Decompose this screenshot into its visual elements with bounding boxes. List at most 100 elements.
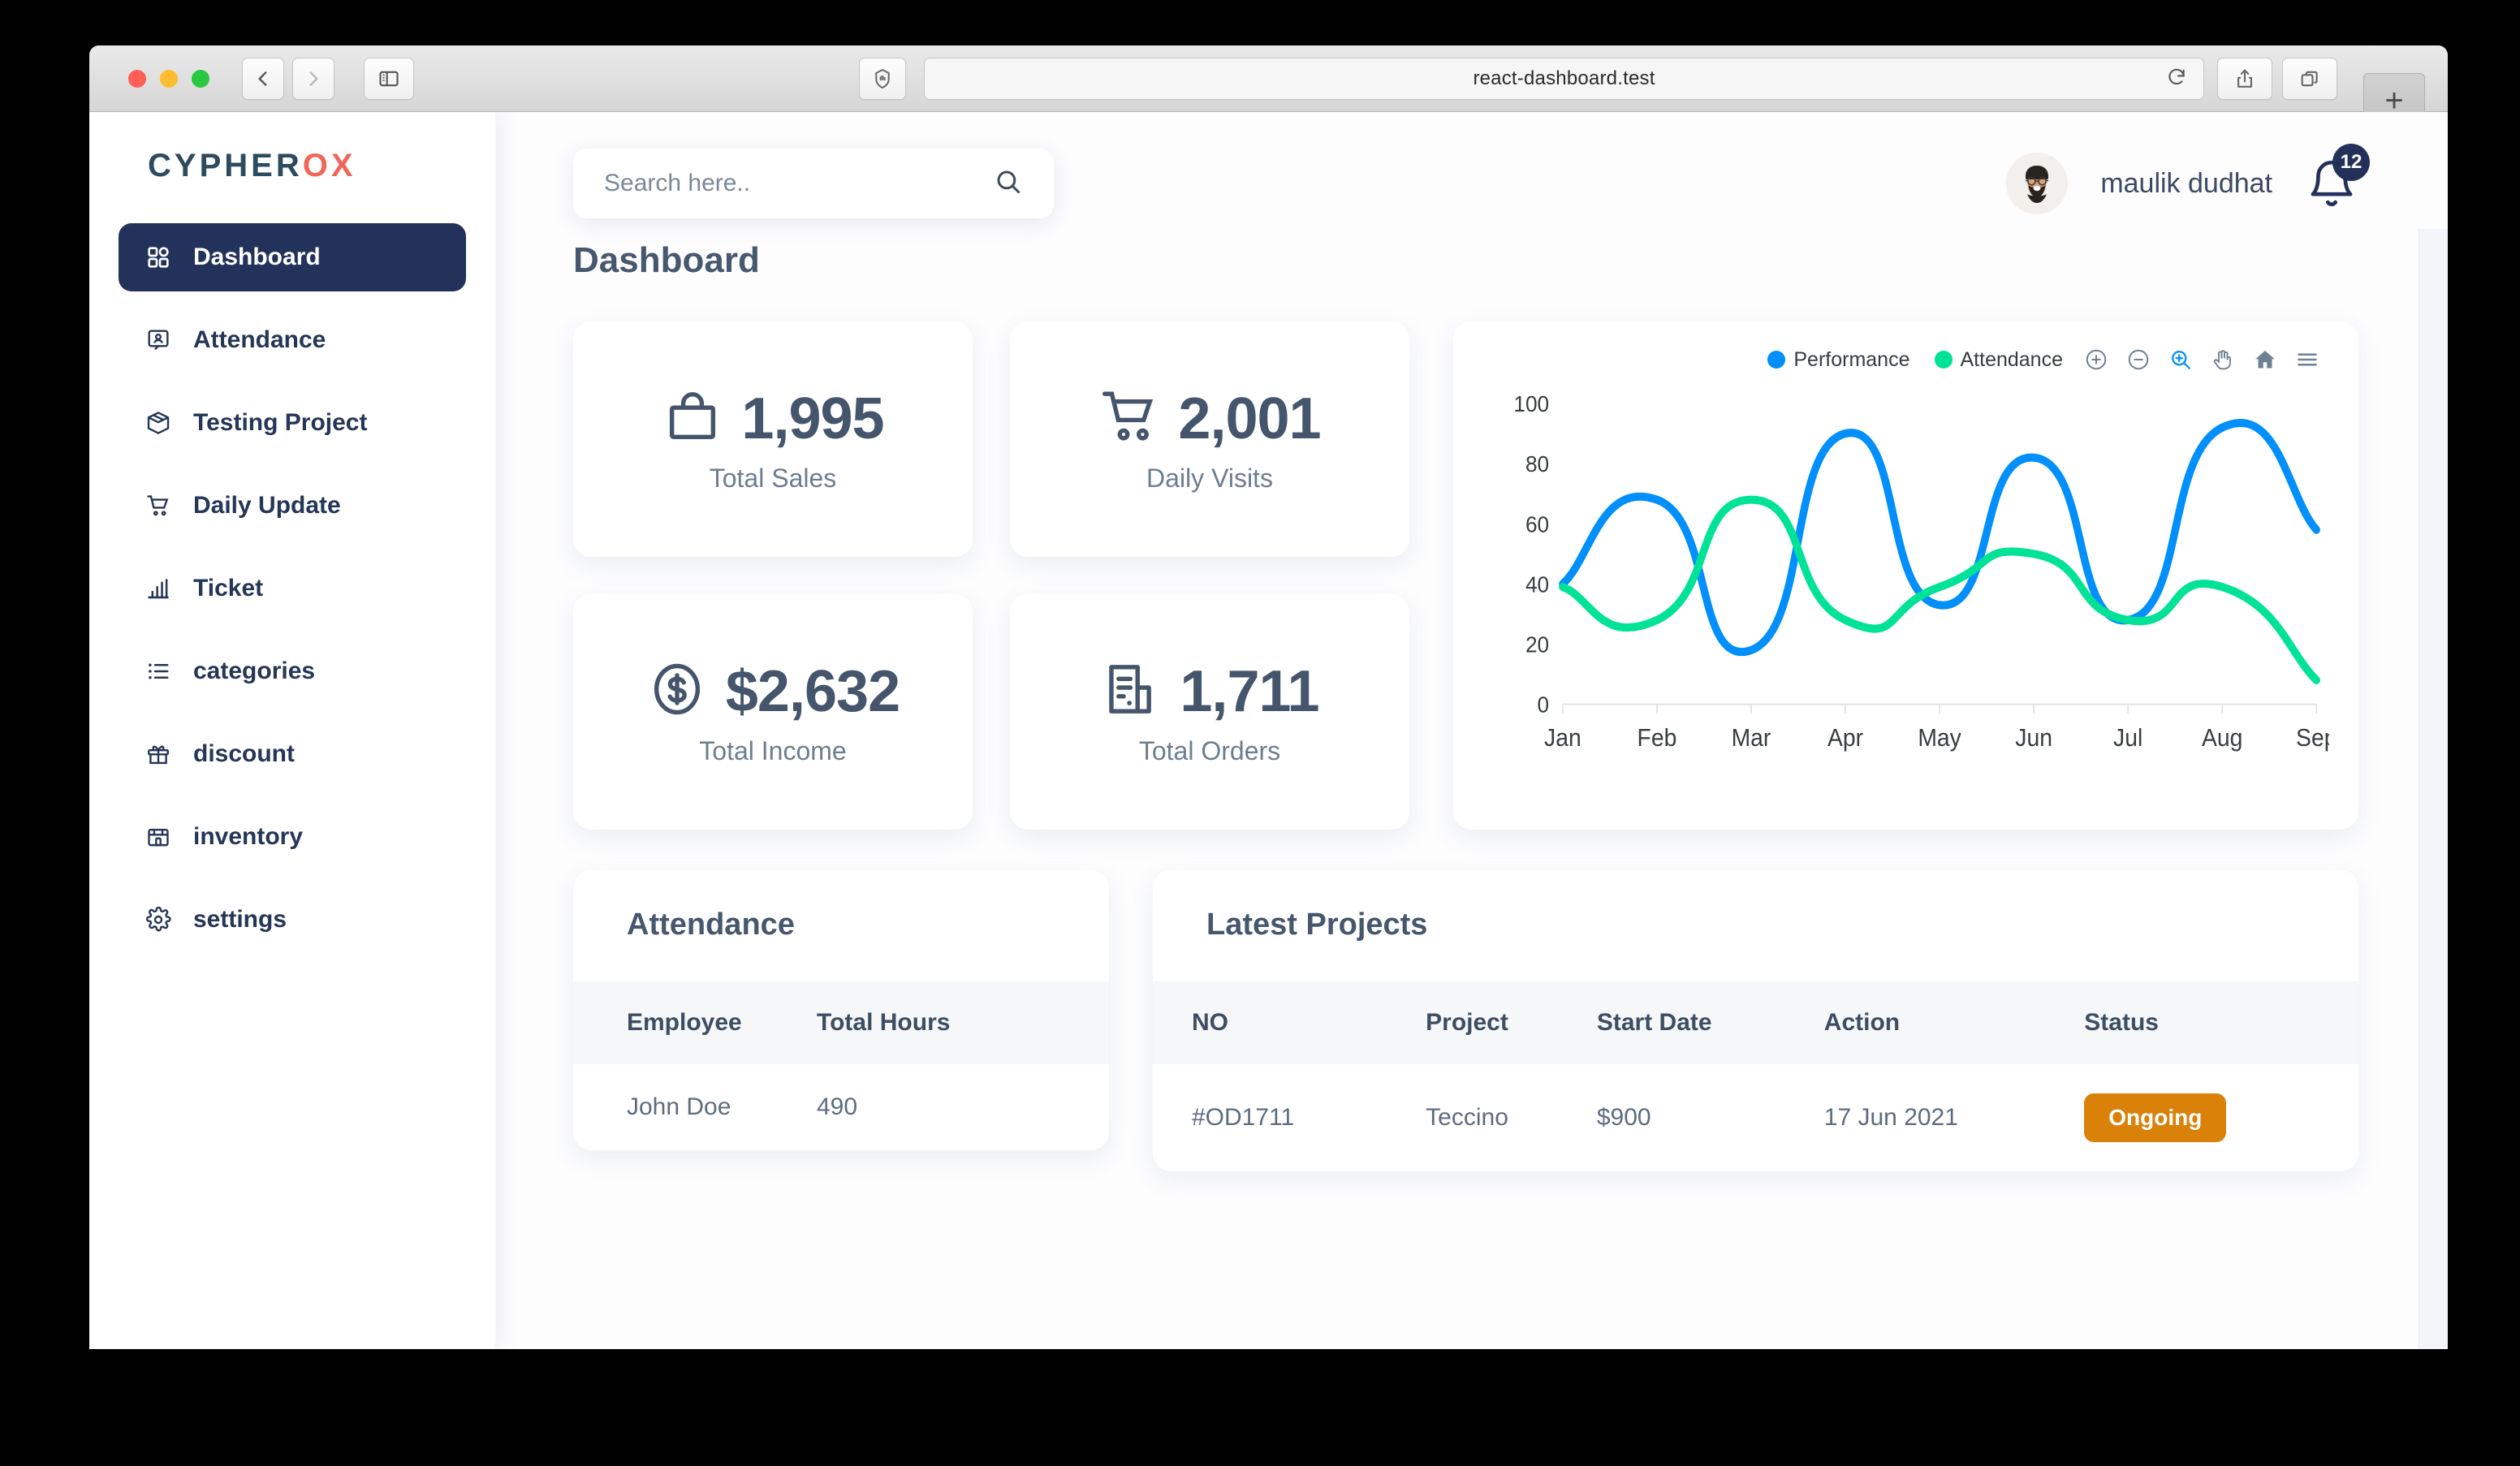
chevron-left-icon bbox=[258, 71, 267, 86]
x-axis-tick-label: Jul bbox=[2113, 725, 2142, 752]
cell-project: Teccino bbox=[1426, 1104, 1508, 1131]
table-header-row: Employee Total Hours bbox=[573, 981, 1109, 1064]
bar-chart-icon bbox=[145, 575, 172, 602]
url-input[interactable]: react-dashboard.test bbox=[924, 57, 2204, 100]
stat-value: $2,632 bbox=[725, 658, 900, 724]
main-content: maulik dudhat 12 Dashboard bbox=[495, 112, 2448, 1349]
stat-card-daily-visits[interactable]: 2,001 Daily Visits bbox=[1010, 321, 1409, 557]
table-header: NO Project Start Date Action Status bbox=[1153, 981, 2358, 1064]
bag-icon bbox=[662, 386, 723, 451]
browser-titlebar: react-dashboard.test + bbox=[89, 45, 2448, 127]
cell-employee: John Doe bbox=[627, 1093, 731, 1120]
column-header-project: Project bbox=[1426, 1009, 1508, 1036]
back-button[interactable] bbox=[242, 57, 284, 100]
sidebar-item-settings[interactable]: settings bbox=[119, 886, 466, 954]
dashboard-grid: 1,995 Total Sales 2,001 bbox=[495, 281, 2448, 830]
sidebar-toggle-button[interactable] bbox=[364, 57, 414, 100]
cell-no: #OD1711 bbox=[1192, 1104, 1295, 1131]
sidebar-icon bbox=[379, 71, 399, 86]
zoom-out-icon[interactable] bbox=[2125, 346, 2152, 373]
series-path-performance bbox=[1559, 418, 2320, 657]
chevron-right-icon bbox=[309, 71, 318, 86]
sidebar-item-dashboard[interactable]: Dashboard bbox=[119, 223, 466, 291]
sidebar-item-daily-update[interactable]: Daily Update bbox=[119, 472, 466, 540]
search-box[interactable] bbox=[573, 149, 1054, 218]
page-overflow-strip bbox=[2419, 229, 2448, 1349]
projects-table: NO Project Start Date Action Status #OD1… bbox=[1153, 981, 2358, 1171]
stat-card-total-income[interactable]: $2,632 Total Income bbox=[573, 594, 973, 830]
sidebar-item-testing-project[interactable]: Testing Project bbox=[119, 389, 466, 457]
table-row[interactable]: #OD1711 Teccino $900 17 Jun 2021 Ongoing bbox=[1153, 1064, 2358, 1171]
sidebar-item-label: categories bbox=[193, 658, 316, 684]
x-axis-tick-label: Jan bbox=[1544, 725, 1581, 752]
cell-status: Ongoing bbox=[2084, 1064, 2358, 1171]
stat-card-top: 2,001 bbox=[1098, 386, 1322, 452]
sidebar-item-label: inventory bbox=[193, 823, 304, 850]
maximize-window-button[interactable] bbox=[192, 69, 209, 88]
sidebar-item-label: Testing Project bbox=[193, 409, 368, 436]
close-window-button[interactable] bbox=[128, 69, 146, 88]
legend-color-swatch bbox=[1767, 351, 1786, 369]
grid-icon bbox=[145, 244, 172, 271]
menu-icon[interactable] bbox=[2293, 346, 2321, 373]
gear-icon bbox=[145, 906, 172, 933]
browser-window: react-dashboard.test + bbox=[89, 45, 2448, 1349]
stat-label: Daily Visits bbox=[1146, 463, 1273, 493]
legend-label: Attendance bbox=[1960, 347, 2064, 371]
x-axis-tick-label: Aug bbox=[2202, 725, 2242, 752]
sidebar-item-label: Ticket bbox=[193, 575, 264, 601]
minimize-window-button[interactable] bbox=[160, 69, 178, 88]
cart-icon bbox=[1098, 386, 1160, 451]
legend-item-attendance[interactable]: Attendance bbox=[1934, 347, 2064, 372]
column-header-action: Action bbox=[1823, 1009, 1901, 1036]
forward-button[interactable] bbox=[292, 57, 334, 100]
legend-item-performance[interactable]: Performance bbox=[1767, 348, 1910, 372]
sidebar-item-inventory[interactable]: inventory bbox=[119, 803, 466, 871]
sidebar-item-ticket[interactable]: Ticket bbox=[119, 554, 466, 623]
chart-toolbar: Performance Attendance bbox=[1478, 346, 2329, 373]
column-header-status: Status bbox=[2084, 1009, 2159, 1036]
line-chart-plot[interactable]: 0 20 40 60 80 100 Jan Feb Mar Apr May Jun Jul Aug Sep bbox=[1478, 380, 2329, 770]
avatar-image bbox=[2006, 153, 2069, 214]
stat-value: 1,711 bbox=[1180, 658, 1319, 724]
search-input[interactable] bbox=[604, 170, 994, 197]
status-badge[interactable]: Ongoing bbox=[2084, 1093, 2227, 1142]
chart-legend: Performance Attendance bbox=[1767, 348, 2063, 372]
table-body: #OD1711 Teccino $900 17 Jun 2021 Ongoing bbox=[1153, 1064, 2358, 1171]
column-header-no: NO bbox=[1192, 1009, 1228, 1036]
stat-card-total-orders[interactable]: 1,711 Total Orders bbox=[1010, 594, 1409, 830]
stat-card-top: $2,632 bbox=[646, 658, 900, 725]
avatar[interactable] bbox=[2006, 153, 2069, 214]
sidebar-item-categories[interactable]: categories bbox=[119, 637, 466, 705]
content-blocker-button[interactable] bbox=[859, 57, 906, 100]
x-axis-tick-label: Apr bbox=[1827, 725, 1863, 752]
app-topbar: maulik dudhat 12 bbox=[495, 112, 2448, 255]
list-icon bbox=[145, 658, 172, 685]
stat-card-total-sales[interactable]: 1,995 Total Sales bbox=[573, 321, 973, 557]
attendance-panel: Attendance Employee Total Hours John Doe bbox=[573, 870, 1109, 1150]
stat-label: Total Orders bbox=[1138, 735, 1281, 765]
x-axis-tick-label: Feb bbox=[1638, 725, 1677, 752]
app-logo[interactable]: CYPHER OX bbox=[89, 112, 495, 184]
column-header-total-hours: Total Hours bbox=[817, 1009, 951, 1036]
sidebar-item-attendance[interactable]: Attendance bbox=[119, 306, 466, 374]
x-axis-tick-label: Mar bbox=[1732, 725, 1771, 752]
search-icon[interactable] bbox=[994, 167, 1023, 200]
tab-overview-button[interactable] bbox=[2282, 57, 2337, 100]
sidebar-item-discount[interactable]: discount bbox=[119, 720, 466, 788]
stat-card-top: 1,711 bbox=[1100, 658, 1320, 725]
home-reset-icon[interactable] bbox=[2251, 346, 2279, 373]
y-axis-tick-label: 0 bbox=[1538, 692, 1550, 718]
cell-action: 17 Jun 2021 bbox=[1823, 1104, 1958, 1131]
table-row[interactable]: John Doe 490 bbox=[573, 1064, 1109, 1150]
reload-icon bbox=[2168, 68, 2185, 84]
stat-value: 2,001 bbox=[1178, 386, 1321, 451]
chart-svg: 0 20 40 60 80 100 Jan Feb Mar Apr May Jun Jul Aug Sep bbox=[1513, 390, 2329, 752]
stat-cards: 1,995 Total Sales 2,001 bbox=[573, 321, 1409, 830]
zoom-selection-icon[interactable] bbox=[2082, 346, 2110, 373]
notifications-button[interactable]: 12 bbox=[2305, 144, 2370, 210]
zoom-in-icon[interactable] bbox=[2167, 346, 2194, 373]
pan-icon[interactable] bbox=[2209, 346, 2237, 373]
reload-button[interactable] bbox=[2166, 66, 2187, 91]
share-button[interactable] bbox=[2217, 57, 2272, 100]
